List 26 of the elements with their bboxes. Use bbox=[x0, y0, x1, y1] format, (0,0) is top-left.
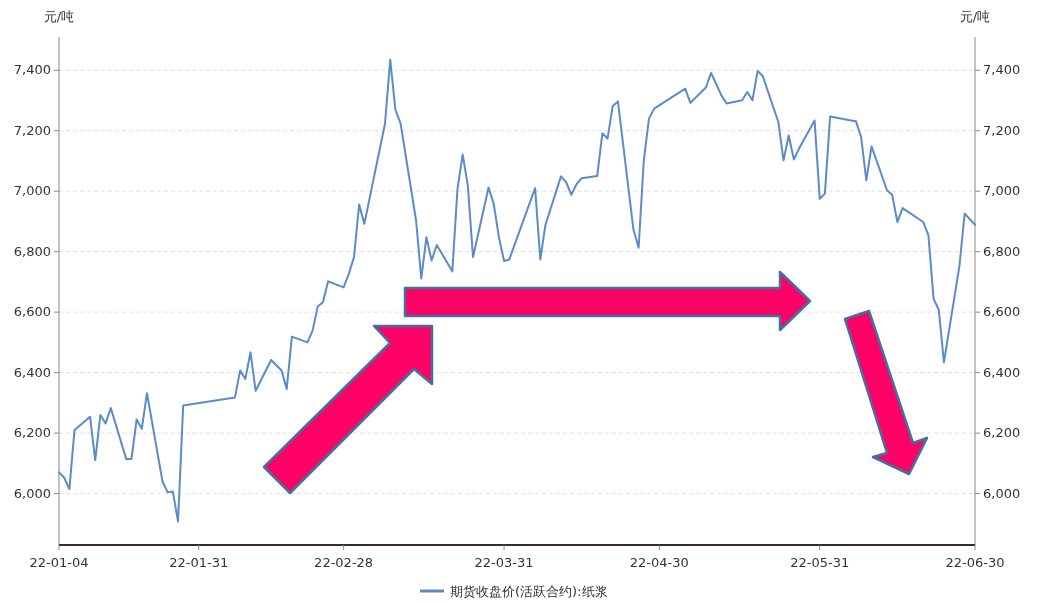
y-tick-label: 7,000 bbox=[13, 183, 51, 199]
y2-tick-label: 7,200 bbox=[983, 122, 1021, 138]
y-tick-label: 6,800 bbox=[13, 243, 51, 259]
x-tick-label: 22-05-31 bbox=[790, 555, 850, 570]
y-tick-label: 6,400 bbox=[13, 364, 51, 380]
x-tick-label: 22-03-31 bbox=[474, 555, 534, 570]
y2-tick-label: 6,400 bbox=[983, 364, 1021, 380]
x-tick-label: 22-06-30 bbox=[945, 555, 1005, 570]
y2-tick-label: 6,800 bbox=[983, 243, 1021, 259]
x-tick-label: 22-01-31 bbox=[169, 555, 229, 570]
y2-tick-label: 7,000 bbox=[983, 183, 1021, 199]
y2-tick-label: 6,000 bbox=[983, 485, 1021, 501]
y2-tick-label: 6,200 bbox=[983, 425, 1021, 441]
y-tick-label: 7,400 bbox=[13, 62, 51, 78]
y-axis-title: 元/吨 bbox=[43, 9, 75, 24]
x-tick-label: 22-01-04 bbox=[29, 555, 89, 570]
y-tick-label: 6,600 bbox=[13, 304, 51, 320]
y-tick-label: 7,200 bbox=[13, 122, 51, 138]
y-tick-label: 6,200 bbox=[13, 425, 51, 441]
legend-label: 期货收盘价(活跃合约):纸浆 bbox=[450, 584, 608, 599]
x-tick-label: 22-02-28 bbox=[314, 555, 374, 570]
x-tick-label: 22-04-30 bbox=[629, 555, 689, 570]
y2-axis-title: 元/吨 bbox=[959, 9, 991, 24]
y2-tick-label: 6,600 bbox=[983, 304, 1021, 320]
y-tick-label: 6,000 bbox=[13, 485, 51, 501]
y2-tick-label: 7,400 bbox=[983, 62, 1021, 78]
